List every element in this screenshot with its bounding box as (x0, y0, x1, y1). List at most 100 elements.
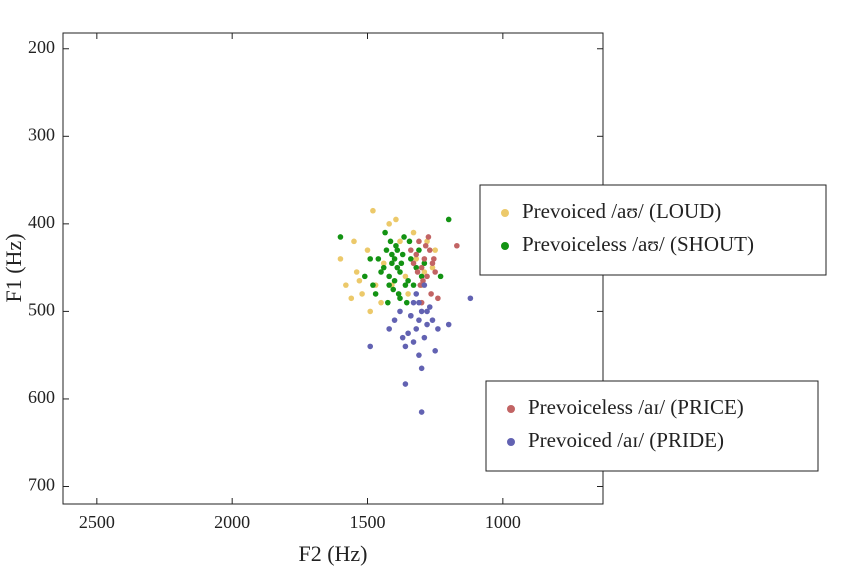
x-tick-label: 1500 (350, 512, 386, 532)
data-point (429, 260, 436, 267)
data-point (401, 234, 407, 240)
data-point (405, 277, 411, 284)
data-point (413, 264, 420, 271)
data-point (403, 299, 410, 306)
data-point (378, 299, 384, 306)
data-point (414, 269, 421, 275)
data-point (380, 264, 387, 271)
data-point (410, 282, 417, 288)
data-point (389, 260, 395, 267)
data-point (429, 317, 436, 323)
data-point (410, 229, 417, 236)
data-point (417, 282, 424, 288)
y-tick-label: 300 (28, 124, 55, 144)
data-point (418, 409, 425, 415)
data-point (353, 269, 360, 275)
data-point (424, 308, 430, 315)
data-point (421, 282, 428, 288)
data-point (431, 256, 437, 262)
data-point (424, 238, 430, 245)
data-point (351, 238, 357, 245)
data-point (410, 299, 417, 306)
data-point (422, 242, 429, 249)
data-point (418, 365, 425, 372)
data-point (445, 321, 452, 328)
data-point (416, 352, 422, 358)
data-point (416, 299, 422, 306)
data-point (402, 282, 409, 288)
data-point (391, 317, 398, 323)
data-point (397, 269, 403, 275)
y-axis-label: F1 (Hz) (1, 233, 26, 302)
y-tick-label: 700 (28, 475, 55, 495)
data-point (402, 343, 409, 350)
y-tick-label: 600 (28, 387, 55, 407)
data-point (454, 242, 460, 249)
data-point (418, 308, 425, 315)
data-point (337, 234, 344, 240)
data-point (391, 256, 398, 262)
data-point (378, 269, 384, 275)
legend-marker (507, 438, 515, 446)
data-point (428, 291, 434, 297)
data-point (413, 291, 420, 297)
data-point (408, 312, 414, 319)
data-point (426, 247, 433, 253)
data-point (348, 295, 355, 302)
data-point (364, 247, 371, 253)
legend-marker (501, 242, 509, 250)
data-point (382, 229, 388, 236)
data-point (406, 238, 413, 245)
data-point (421, 260, 428, 267)
data-point (386, 273, 392, 280)
data-point (387, 238, 394, 245)
data-point (386, 282, 392, 288)
legend-box (479, 184, 827, 276)
legend-marker (507, 405, 515, 413)
data-point (375, 256, 382, 262)
y-tick-label: 200 (28, 37, 55, 57)
data-point (418, 273, 425, 280)
data-point (385, 299, 391, 306)
data-point (370, 207, 376, 214)
data-point (435, 326, 441, 332)
legend-marker (501, 209, 509, 217)
data-point (425, 234, 432, 240)
data-point (410, 260, 417, 267)
data-point (421, 269, 428, 275)
data-point (389, 251, 395, 258)
data-point (359, 291, 365, 297)
data-point (390, 286, 397, 293)
data-point (413, 251, 420, 258)
data-point (343, 282, 349, 288)
data-point (370, 282, 376, 288)
data-point (397, 238, 403, 245)
data-point (398, 260, 405, 267)
data-point (380, 260, 387, 267)
data-point (405, 330, 411, 337)
data-point (399, 334, 406, 341)
data-point (424, 273, 430, 280)
data-point (413, 326, 420, 332)
data-point (367, 308, 374, 315)
data-point (435, 295, 441, 302)
data-point (393, 216, 399, 223)
data-point (413, 256, 420, 262)
data-point (362, 273, 368, 280)
data-point (394, 247, 401, 253)
data-point (432, 347, 438, 354)
data-point (383, 247, 390, 253)
y-tick-label: 400 (28, 212, 55, 232)
data-point (395, 291, 402, 297)
data-point (429, 264, 436, 271)
data-point (386, 221, 392, 227)
data-point (424, 321, 430, 328)
data-point (416, 317, 422, 323)
data-point (408, 256, 414, 262)
data-point (405, 291, 411, 297)
x-tick-label: 2500 (79, 512, 115, 532)
legend-label: Prevoiceless /aʊ/ (SHOUT) (522, 232, 754, 256)
legend-label: Prevoiced /aɪ/ (PRIDE) (528, 428, 724, 452)
legend-label: Prevoiceless /aɪ/ (PRICE) (528, 395, 744, 419)
